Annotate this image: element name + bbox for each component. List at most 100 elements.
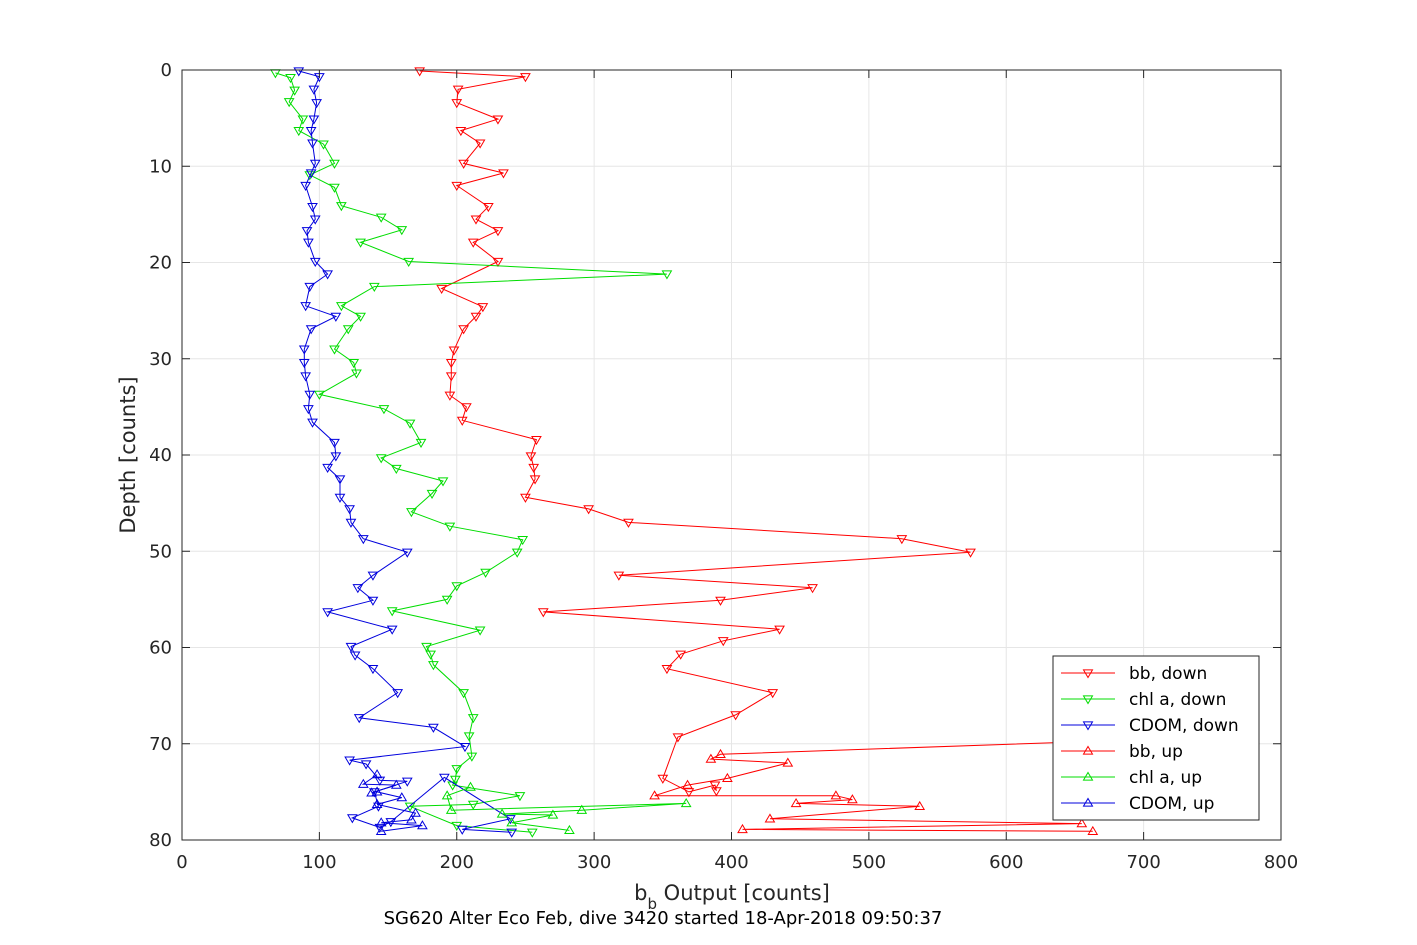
data-point [417,820,428,830]
legend-marker [1082,669,1094,679]
legend: bb, down chl a, down CDOM, down bb, up chl a… [1052,655,1260,821]
legend-label: CDOM, up [1129,794,1214,814]
legend-marker [1082,771,1094,781]
y-tick-label: 30 [149,349,172,370]
data-point [474,139,486,149]
data-point [300,372,312,382]
data-point [474,626,486,636]
data-point [451,765,463,775]
data-point [623,518,634,528]
data-point [367,571,379,581]
data-point [467,714,479,724]
data-point [448,346,460,356]
data-point [661,665,673,675]
data-point [330,452,342,462]
data-point [520,493,531,503]
data-point [564,824,575,835]
data-point [345,518,357,528]
y-tick-label: 0 [161,60,172,81]
data-point [458,325,469,335]
legend-item: bb, up [1061,742,1183,762]
x-tick-label: 700 [1126,852,1160,873]
data-point [305,169,317,179]
series-chl-a-down [270,69,673,838]
data-point [303,238,314,248]
data-point [386,625,398,635]
data-point [450,775,461,785]
data-point [334,493,346,503]
data-point [441,595,453,605]
data-point [529,475,541,485]
data-point [335,202,347,212]
x-axis-label-main: b [634,881,647,905]
data-point [896,535,908,545]
data-point [415,438,427,448]
data-point [437,477,449,487]
series-chl-a-up [441,781,692,835]
legend-marker [1082,721,1094,731]
data-point [649,790,660,800]
data-point [351,369,362,379]
data-point [289,86,301,96]
data-point [367,596,379,606]
data-point [406,508,417,518]
data-point [520,73,531,83]
series-line [361,774,423,832]
data-point [467,800,479,810]
data-point [307,203,318,213]
data-point [386,607,398,617]
data-point [657,774,669,784]
data-point [914,800,926,810]
data-point [368,282,380,293]
data-point [378,405,390,415]
data-point [300,302,312,312]
data-point [322,463,333,473]
data-point [830,790,842,800]
legend-label: bb, up [1129,742,1183,762]
data-point [355,238,366,248]
data-point [764,813,776,823]
x-tick-label: 400 [714,852,748,873]
data-point [717,637,729,647]
data-point [357,535,369,545]
data-point [309,257,321,268]
legend-marker [1082,745,1094,755]
legend-item: CDOM, up [1061,794,1214,814]
legend-item: bb, down [1061,664,1207,684]
data-point [425,650,437,660]
data-point [537,608,549,618]
data-point [352,584,364,594]
data-point [514,792,526,802]
data-point [329,159,340,169]
data-point [847,794,858,804]
data-point [452,85,464,95]
data-point [439,773,450,783]
data-point [410,807,421,817]
legend-label: bb, down [1129,664,1207,684]
y-tick-label: 40 [149,445,172,466]
data-point [682,779,693,789]
data-point [466,752,478,762]
data-point [767,689,779,699]
series-line [446,786,687,831]
data-point [458,689,469,699]
data-point [477,303,489,313]
data-point [298,345,310,355]
data-point [309,215,321,225]
data-point [463,732,475,742]
chart-caption: SG620 Alter Eco Feb, dive 3420 started 1… [384,908,943,929]
data-point [1076,818,1088,828]
legend-marker [1082,797,1094,807]
data-point [576,804,588,814]
data-point [482,203,494,213]
data-point [345,642,357,653]
data-point [344,505,355,515]
data-point [428,723,439,733]
y-tick-label: 70 [149,734,172,755]
data-point [790,797,802,808]
data-point [392,689,404,699]
data-point [445,358,457,369]
data-point [371,769,383,779]
data-point [308,115,320,125]
